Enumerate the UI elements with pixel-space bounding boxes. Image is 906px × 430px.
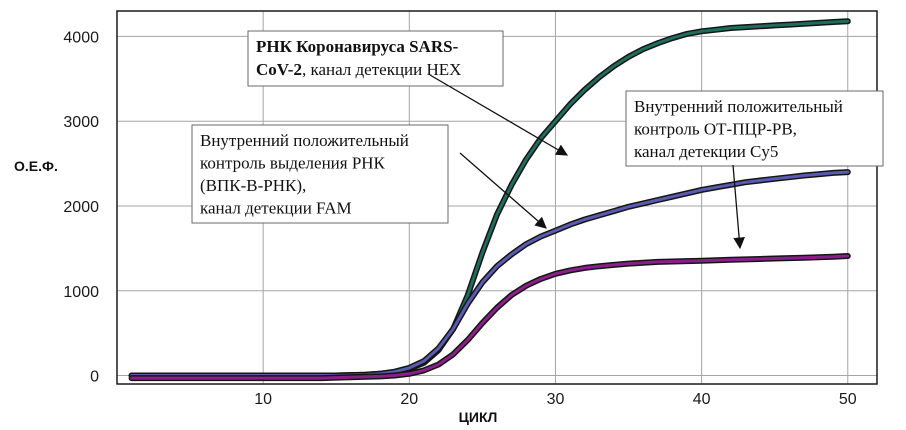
annotation-fam-text-line: Внутренний положительный bbox=[200, 131, 409, 150]
annotation-hex: РНК Коронавируса SARS- CoV-2, канал детек… bbox=[247, 30, 569, 156]
annotation-hex-text-line: РНК Коронавируса SARS- bbox=[256, 37, 459, 56]
annotation-cy5-arrow bbox=[732, 164, 745, 250]
x-tick-label: 50 bbox=[839, 391, 857, 408]
annotation-hex-text-line: CoV-2, канал детекции HEX bbox=[256, 60, 461, 79]
annotations: РНК Коронавируса SARS- CoV-2, канал детек… bbox=[191, 30, 884, 250]
cy5-series-line bbox=[130, 254, 850, 380]
annotation-cy5-text-line: контроль ОТ-ПЦР-РВ, bbox=[634, 120, 797, 139]
x-tick-label: 20 bbox=[400, 391, 418, 408]
x-tick-label: 40 bbox=[693, 391, 711, 408]
tick-labels: 0 1000 2000 3000 4000 10 20 30 40 50 bbox=[63, 29, 856, 408]
series-group bbox=[128, 18, 851, 382]
y-tick-label: 0 bbox=[90, 369, 99, 386]
y-tick-label: 3000 bbox=[63, 114, 99, 131]
annotation-fam: Внутренний положительный контроль выделен… bbox=[191, 124, 547, 229]
annotation-fam-arrow bbox=[459, 152, 547, 229]
x-tick-label: 10 bbox=[254, 391, 272, 408]
y-tick-label: 4000 bbox=[63, 29, 99, 46]
plot-frame bbox=[116, 10, 878, 385]
annotation-fam-text-line: (ВПК-В-РНК), bbox=[200, 176, 306, 195]
annotation-hex-arrow bbox=[429, 74, 569, 156]
annotation-fam-text-line: канал детекции FAM bbox=[200, 199, 352, 218]
y-axis-title: О.Е.Ф. bbox=[14, 158, 58, 174]
annotation-hex-box bbox=[247, 30, 504, 87]
annotation-cy5-box bbox=[625, 90, 884, 167]
y-tick-label: 1000 bbox=[63, 284, 99, 301]
x-axis-title: ЦИКЛ bbox=[459, 409, 498, 425]
annotation-fam-text-line: контроль выделения РНК bbox=[200, 154, 386, 173]
x-tick-label: 30 bbox=[547, 391, 565, 408]
annotation-cy5: Внутренний положительный контроль ОТ-ПЦР-… bbox=[625, 90, 884, 250]
annotation-fam-box bbox=[191, 124, 449, 224]
annotation-cy5-text-line: канал детекции Cy5 bbox=[634, 142, 778, 161]
annotation-cy5-text-line: Внутренний положительный bbox=[634, 97, 843, 116]
y-tick-label: 2000 bbox=[63, 199, 99, 216]
